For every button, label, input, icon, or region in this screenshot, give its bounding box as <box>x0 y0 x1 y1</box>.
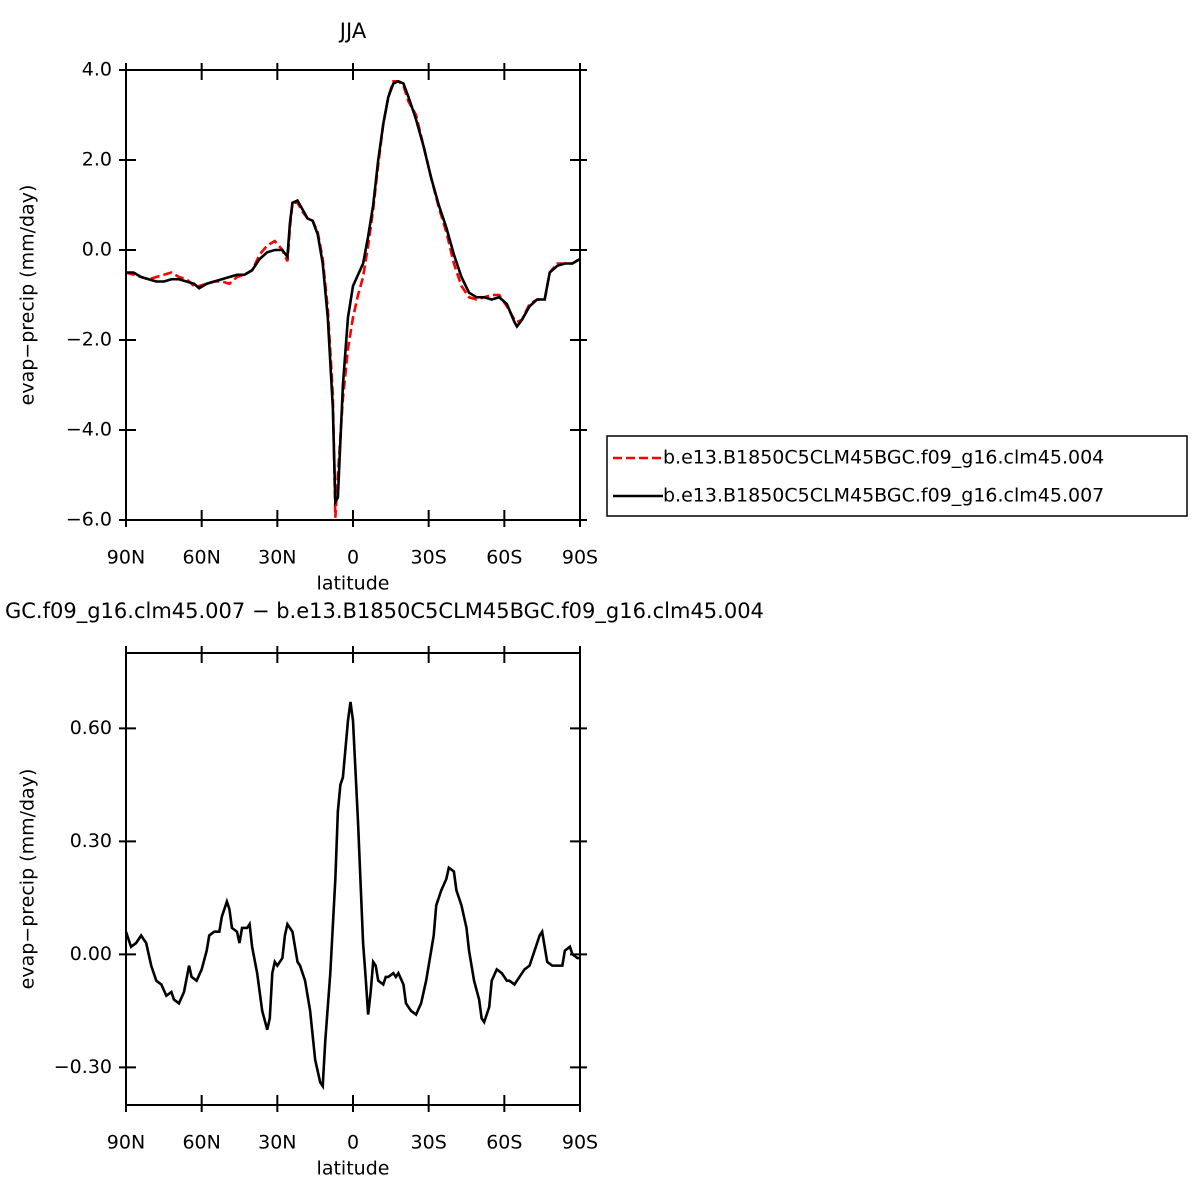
x-axis-label: latitude <box>317 573 390 595</box>
x-tick-label: 90S <box>562 1132 598 1154</box>
y-tick-label: 0.00 <box>70 943 112 965</box>
x-tick-label: 90S <box>562 547 598 569</box>
y-tick-label: 0.60 <box>70 717 112 739</box>
x-tick-label: 0 <box>347 547 359 569</box>
x-tick-label: 30N <box>258 547 296 569</box>
y-tick-label: −4.0 <box>66 419 112 441</box>
legend-box <box>606 435 1188 517</box>
legend-label: b.e13.B1850C5CLM45BGC.f09_g16.clm45.004 <box>663 447 1104 469</box>
data-line <box>125 79 581 518</box>
chart-title: GC.f09_g16.clm45.007 − b.e13.B1850C5CLM4… <box>5 599 764 624</box>
legend-label: b.e13.B1850C5CLM45BGC.f09_g16.clm45.007 <box>663 485 1104 507</box>
plot-frame <box>125 69 581 521</box>
y-axis-label: evap−precip (mm/day) <box>17 185 39 406</box>
x-tick-label: 30N <box>258 1132 296 1154</box>
y-tick-label: 0.30 <box>70 830 112 852</box>
x-tick-label: 90N <box>107 547 145 569</box>
data-line <box>126 79 581 507</box>
data-line <box>124 701 580 1091</box>
x-tick-label: 60N <box>182 1132 220 1154</box>
y-tick-label: 2.0 <box>82 149 112 171</box>
y-tick-label: −2.0 <box>66 329 112 351</box>
chart-title: JJA <box>338 19 367 43</box>
y-tick-label: 4.0 <box>82 59 112 81</box>
y-tick-label: −0.30 <box>54 1056 112 1078</box>
y-tick-label: 0.0 <box>82 239 112 261</box>
x-tick-label: 60S <box>486 547 522 569</box>
plot-frame <box>125 652 581 1106</box>
x-tick-label: 60N <box>182 547 220 569</box>
y-tick-label: −6.0 <box>66 509 112 531</box>
x-tick-label: 30S <box>411 1132 447 1154</box>
y-axis-label: evap−precip (mm/day) <box>17 769 39 990</box>
x-tick-label: 0 <box>347 1132 359 1154</box>
x-tick-label: 30S <box>411 547 447 569</box>
x-axis-label: latitude <box>317 1158 390 1180</box>
x-tick-label: 60S <box>486 1132 522 1154</box>
x-tick-label: 90N <box>107 1132 145 1154</box>
